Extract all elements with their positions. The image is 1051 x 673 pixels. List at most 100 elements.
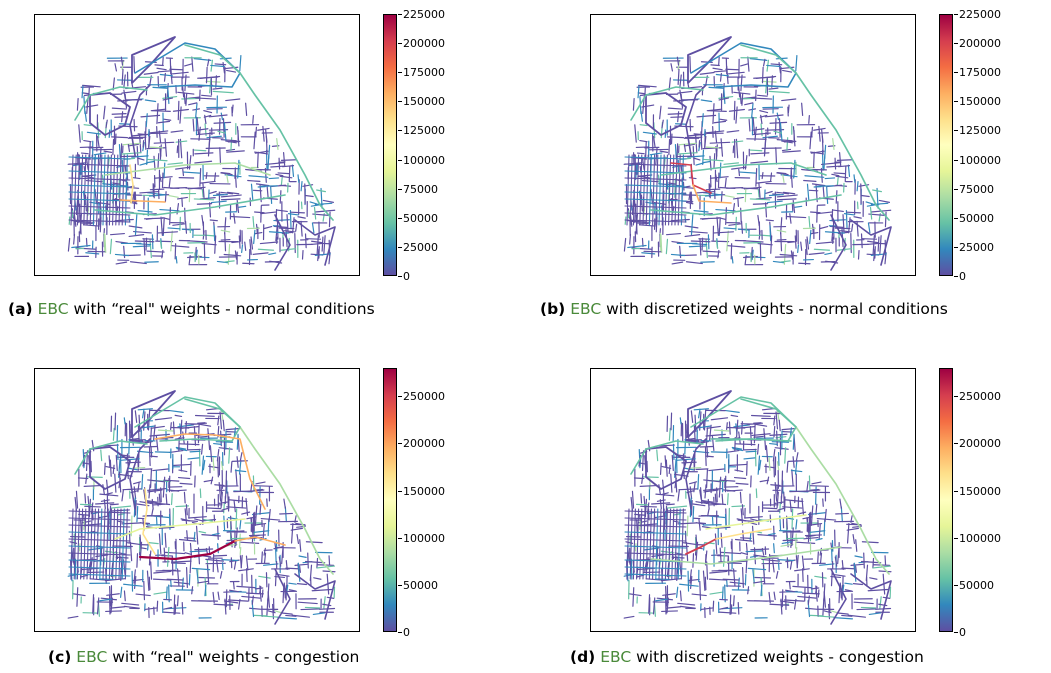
street-edge [713,429,730,432]
street-edge [275,173,284,177]
street-edge [196,203,213,205]
street-edge [794,235,797,249]
street-edge [212,591,215,604]
street-edge [782,191,796,195]
street-edge [684,437,696,441]
street-edge [118,178,121,198]
street-edge [835,512,849,515]
caption-acronym: EBC [37,300,69,318]
street-edge [99,508,103,580]
street-edge [719,547,722,563]
street-edge [789,213,792,224]
street-edge [800,241,803,251]
street-edge [216,448,220,462]
street-edge [167,89,170,105]
street-edge [721,586,724,600]
street-edge [281,612,293,615]
street-edge [144,261,159,263]
street-edge [186,240,208,243]
street-edge [307,552,309,569]
street-edge [695,534,698,550]
street-edge [805,534,816,538]
street-edge [731,446,743,450]
street-edge [872,557,875,569]
street-edge [194,414,215,417]
street-edge [708,578,728,581]
street-route [74,440,148,475]
street-edge [206,564,210,585]
street-edge [111,107,127,110]
street-edge [661,610,679,613]
street-route [795,72,890,221]
street-edge [230,137,233,152]
street-edge [810,505,814,526]
street-edge [636,152,645,155]
street-edge [300,220,303,237]
colorbar-tick-label: 150000 [954,95,1001,109]
street-edge [659,105,662,120]
street-edge [148,542,159,545]
street-edge [715,208,736,212]
street-edge [82,224,100,227]
street-edge [750,152,770,155]
street-edge [775,570,779,579]
street-edge [797,595,817,599]
street-edge [741,93,744,106]
street-edge [292,217,295,234]
street-edge [136,145,139,166]
colorbar-b [939,14,953,276]
street-route [131,390,176,438]
street-edge [148,576,151,591]
street-edge [104,233,107,254]
colorbar-tick-label: 100000 [398,153,445,167]
street-edge [201,188,204,198]
street-edge [712,67,723,71]
street-edge [220,430,222,447]
street-edge [189,555,192,574]
street-edge [323,596,326,610]
street-edge [867,222,871,234]
street-route [114,518,246,540]
street-edge [715,73,730,77]
street-edge [181,197,184,207]
street-edge [705,146,720,149]
street-edge [779,122,783,141]
street-edge [727,245,746,248]
street-edge [707,498,710,510]
street-edge [680,508,684,580]
street-edge [201,214,204,227]
street-edge [267,610,276,614]
street-edge [285,614,297,617]
street-edge [751,249,754,261]
caption-label: (c) [48,648,72,666]
street-edge [170,130,184,133]
street-edge [129,261,147,265]
street-edge [134,240,155,243]
street-edge [103,105,106,120]
street-edge [683,143,687,153]
street-edge [201,455,205,475]
colorbar-tick-label: 125000 [954,124,1001,138]
street-edge [774,501,784,504]
street-edge [248,607,263,610]
street-edge [766,200,783,204]
street-edge [699,487,703,505]
street-edge [812,151,815,169]
street-edge [233,500,236,513]
street-edge [85,473,88,484]
street-edge [256,151,259,169]
street-edge [133,486,137,500]
street-edge [220,229,231,233]
street-edge [184,508,188,526]
street-edge [752,117,756,135]
street-edge [823,583,826,602]
street-route [94,194,286,216]
street-edge [229,215,251,219]
street-edge [220,194,242,198]
street-edge [133,481,142,485]
street-edge [786,515,788,530]
street-edge [685,261,703,265]
street-edge [115,454,118,472]
street-edge [162,611,181,614]
street-edge [245,555,249,571]
